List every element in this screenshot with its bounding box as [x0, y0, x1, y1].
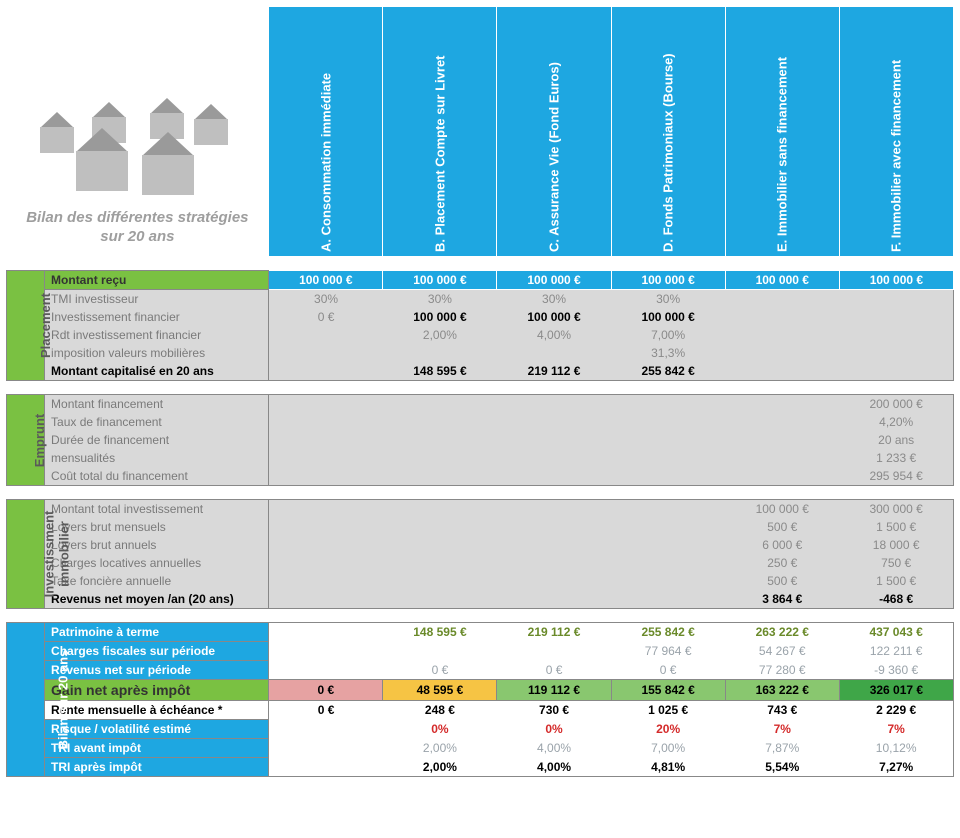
section-invest-immo: Investissmentimmobilier	[7, 500, 45, 609]
row-patrimoine: Bilan sur 20 ans Patrimoine à terme 148 …	[7, 623, 954, 642]
section-placement: Placement	[38, 293, 53, 358]
houses-illustration	[32, 54, 242, 204]
row-montant-recu: Placement Montant reçu 100 000 € 100 000…	[7, 271, 954, 290]
header-row: Bilan des différentes stratégies sur 20 …	[7, 7, 954, 257]
row-rdt: Rdt investissement financier 2,00% 4,00%…	[7, 326, 954, 344]
col-header-a: A. Consommation immédiate	[269, 7, 383, 257]
col-header-f: F. Immobilier avec financement	[839, 7, 953, 257]
page-title: Bilan des différentes stratégies sur 20 …	[13, 208, 263, 247]
row-capital20: Montant capitalisé en 20 ans 148 595 € 2…	[7, 362, 954, 381]
col-header-b: B. Placement Compte sur Livret	[383, 7, 497, 257]
comparison-table: Bilan des différentes stratégies sur 20 …	[6, 6, 954, 777]
row-mt-fin: Emprunt Montant financement 200 000 €	[7, 395, 954, 414]
col-header-d: D. Fonds Patrimoniaux (Bourse)	[611, 7, 725, 257]
row-impos: imposition valeurs mobilières 31,3%	[7, 344, 954, 362]
col-header-c: C. Assurance Vie (Fond Euros)	[497, 7, 611, 257]
row-gain-net: Gain net après impôt 0 € 48 595 € 119 11…	[7, 680, 954, 701]
section-bilan: Bilan sur 20 ans	[55, 650, 70, 750]
row-inv-fin: Investissement financier 0 € 100 000 € 1…	[7, 308, 954, 326]
row-mti: Investissmentimmobilier Montant total in…	[7, 500, 954, 519]
col-header-e: E. Immobilier sans financement	[725, 7, 839, 257]
section-emprunt: Emprunt	[32, 413, 47, 466]
row-tmi: TMI investisseur 30% 30% 30% 30%	[7, 290, 954, 309]
